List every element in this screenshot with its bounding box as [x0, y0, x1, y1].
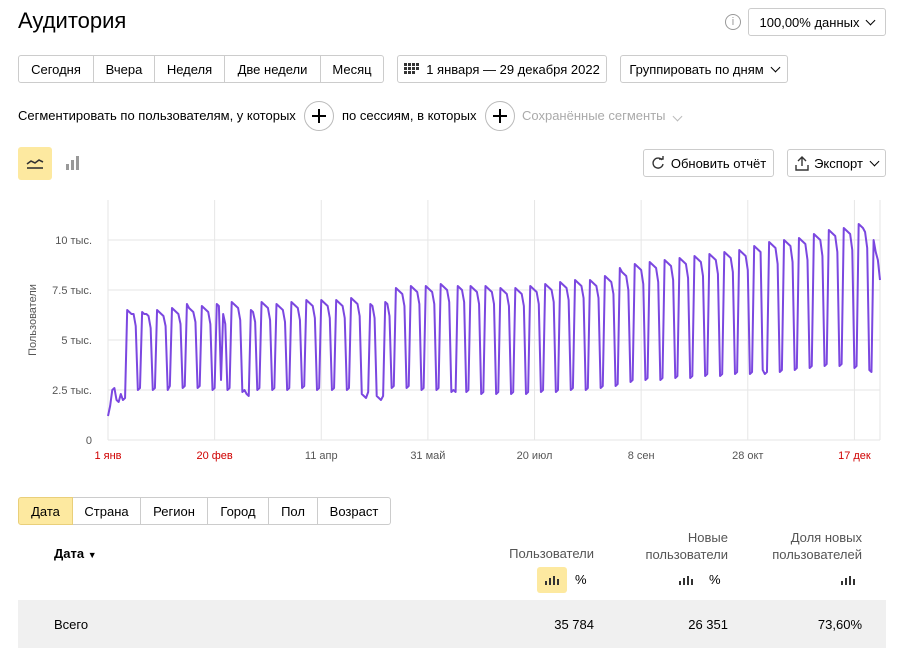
tab-label: Возраст [329, 503, 379, 519]
date-column-header[interactable]: Дата ▼ [54, 546, 97, 561]
y-tick-label: 7.5 тыс. [52, 285, 92, 297]
tab-label: Страна [84, 503, 129, 519]
bar-toggle[interactable] [537, 567, 567, 593]
y-axis-title: Пользователи [27, 284, 39, 356]
period-button[interactable]: Две недели [225, 55, 321, 83]
y-tick-label: 10 тыс. [55, 235, 92, 247]
total-cell: 26 351 [688, 617, 728, 632]
refresh-icon [652, 156, 664, 169]
bar-toggle[interactable] [833, 567, 863, 593]
sampling-label: 100,00% данных [759, 14, 860, 30]
tab-label: Пол [281, 503, 305, 519]
column-title: Доля новых пользователей [772, 530, 862, 562]
x-tick-label: 1 янв [94, 450, 121, 462]
y-tick-label: 2.5 тыс. [52, 385, 92, 397]
total-label: Всего [54, 617, 89, 632]
bar-toggle[interactable] [671, 567, 701, 593]
total-cell: 35 784 [554, 617, 594, 632]
column-title: Пользователи [509, 546, 594, 561]
y-tick-label: 5 тыс. [61, 335, 92, 347]
info-icon[interactable]: i [725, 14, 741, 30]
grouping-dropdown[interactable]: Группировать по дням [620, 55, 788, 83]
calendar-icon [404, 63, 420, 74]
segment-sessions-label: по сессиям, в которых [342, 108, 477, 123]
line-chart-toggle[interactable] [18, 147, 52, 180]
add-session-segment[interactable] [485, 101, 515, 131]
sampling-dropdown[interactable]: 100,00% данных [748, 8, 886, 36]
period-label: Месяц [332, 61, 372, 77]
percent-toggle[interactable]: % [709, 572, 721, 587]
x-tick-label: 31 май [410, 450, 445, 462]
add-user-segment[interactable] [304, 101, 334, 131]
period-button[interactable]: Месяц [321, 55, 384, 83]
line-icon [26, 159, 44, 169]
tab-label: Город [220, 503, 256, 519]
date-range-label: 1 января — 29 декабря 2022 [426, 61, 600, 77]
page-title: Аудитория [18, 8, 127, 33]
export-icon [795, 155, 809, 171]
period-button[interactable]: Неделя [155, 55, 225, 83]
period-button[interactable]: Вчера [94, 55, 155, 83]
x-tick-label: 11 апр [305, 450, 338, 462]
y-tick-label: 0 [86, 435, 92, 447]
tab-label: Регион [153, 503, 195, 519]
tab[interactable]: Город [208, 497, 269, 525]
tab[interactable]: Страна [73, 497, 141, 525]
bar-icon [545, 576, 559, 585]
x-tick-label: 17 дек [838, 450, 871, 462]
export-label: Экспорт [814, 155, 863, 171]
saved-segments-label: Сохранённые сегменты [522, 108, 666, 123]
segment-users-label: Сегментировать по пользователям, у котор… [18, 108, 296, 123]
saved-segments[interactable]: Сохранённые сегменты [522, 108, 682, 123]
grouping-label: Группировать по дням [629, 61, 764, 77]
tab[interactable]: Регион [141, 497, 208, 525]
period-label: Сегодня [31, 61, 81, 77]
tab[interactable]: Возраст [318, 497, 391, 525]
tab[interactable]: Пол [269, 497, 318, 525]
period-label: Вчера [105, 61, 143, 77]
x-tick-label: 20 июл [517, 450, 553, 462]
total-row: Всего 35 784 26 351 73,60% [18, 600, 886, 648]
column-title: Новые пользователи [645, 530, 728, 562]
refresh-button[interactable]: Обновить отчёт [643, 149, 774, 177]
x-tick-label: 8 сен [628, 450, 655, 462]
chart: Пользователи 0 2.5 тыс. 5 тыс. 7.5 тыс. 10 т… [27, 200, 881, 462]
bar-chart-toggle[interactable] [64, 155, 82, 171]
column-title: Дата [54, 546, 85, 561]
date-range-button[interactable]: 1 января — 29 декабря 2022 [397, 55, 607, 83]
x-tick-label: 20 фев [196, 450, 232, 462]
tab-label: Дата [31, 503, 60, 519]
refresh-label: Обновить отчёт [670, 155, 767, 171]
tab[interactable]: Дата [18, 497, 73, 525]
line-series [107, 223, 881, 417]
period-button[interactable]: Сегодня [18, 55, 94, 83]
x-tick-label: 28 окт [732, 450, 763, 462]
export-button[interactable]: Экспорт [787, 149, 886, 177]
period-label: Две недели [237, 61, 308, 77]
total-cell: 73,60% [817, 617, 862, 632]
percent-toggle[interactable]: % [575, 572, 587, 587]
period-label: Неделя [166, 61, 213, 77]
